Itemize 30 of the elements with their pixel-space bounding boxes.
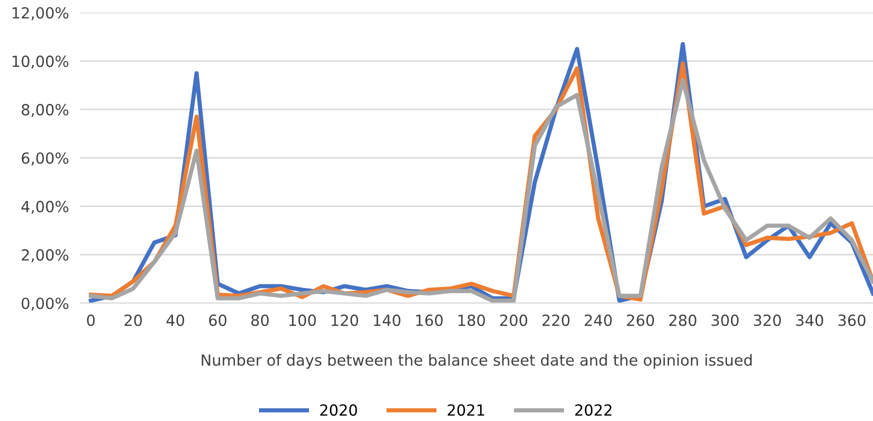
y-tick-label: 2,00% (22, 249, 68, 262)
y-tick-label: 8,00% (22, 104, 68, 118)
y-tick-label: 6,00% (22, 152, 68, 166)
x-tick-label: 320 (754, 314, 781, 326)
y-tick-label: 4,00% (21, 200, 68, 214)
x-tick-label: 240 (584, 314, 612, 326)
y-tick-label: 10,00% (12, 56, 68, 69)
x-tick-label: 120 (332, 314, 358, 326)
x-tick-label: 40 (166, 314, 184, 326)
y-tick-label: 0,00% (22, 298, 68, 311)
x-tick-label: 200 (500, 314, 528, 326)
legend-label: 2021 (448, 404, 484, 416)
x-tick-label: 340 (796, 314, 824, 326)
x-tick-label: 80 (251, 314, 269, 326)
x-tick-label: 20 (124, 314, 142, 326)
x-tick-label: 100 (289, 314, 316, 326)
y-tick-label: 12,00% (12, 7, 68, 20)
legend-label: 2020 (320, 404, 357, 416)
x-tick-label: 60 (209, 314, 226, 326)
x-tick-label: 160 (416, 314, 443, 326)
x-tick-label: 360 (838, 314, 866, 326)
x-tick-label: 300 (712, 314, 739, 326)
x-tick-label: 0 (87, 314, 95, 326)
x-tick-label: 260 (627, 314, 654, 326)
x-tick-label: 220 (542, 314, 570, 326)
legend-label: 2022 (575, 404, 612, 416)
x-axis-title: Number of days between the balance sheet date and the opinion issued (202, 354, 752, 369)
x-tick-label: 180 (458, 314, 485, 326)
x-tick-label: 140 (374, 314, 400, 326)
x-tick-label: 280 (669, 314, 696, 326)
